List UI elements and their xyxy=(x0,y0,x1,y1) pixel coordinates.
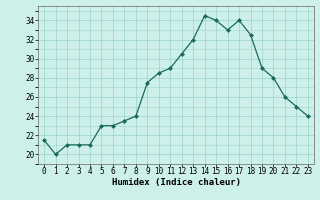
X-axis label: Humidex (Indice chaleur): Humidex (Indice chaleur) xyxy=(111,178,241,187)
